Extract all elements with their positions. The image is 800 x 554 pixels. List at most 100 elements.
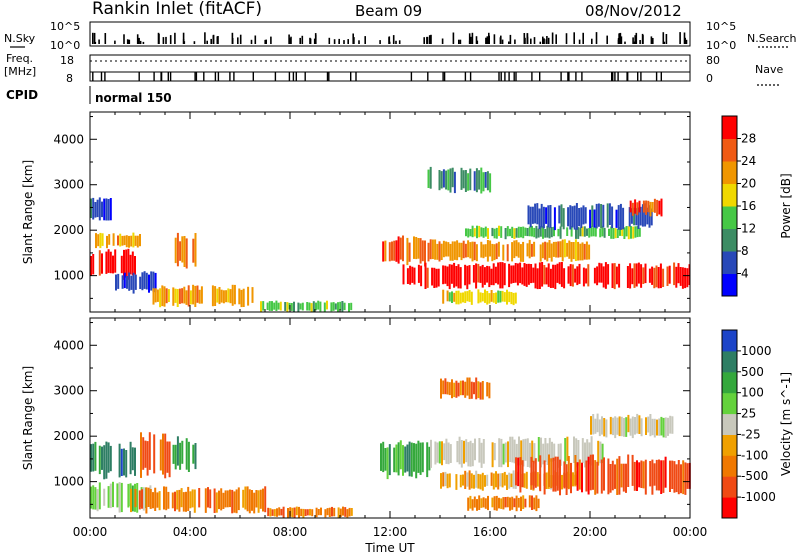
data-cell <box>192 284 195 305</box>
data-cell <box>481 381 484 400</box>
colorbar-tick-label: 12 <box>741 222 756 236</box>
data-cell <box>618 416 621 437</box>
data-cell <box>578 208 581 227</box>
data-cell <box>482 497 485 508</box>
data-cell <box>566 227 569 236</box>
nsky-bar <box>539 41 542 44</box>
data-cell <box>448 264 451 290</box>
nsky-bar <box>508 41 510 44</box>
data-cell <box>497 290 500 303</box>
data-cell <box>134 489 137 508</box>
data-cell <box>304 509 307 516</box>
data-cell <box>589 454 592 491</box>
data-cell <box>599 228 602 238</box>
data-cell <box>399 237 402 260</box>
data-cell <box>578 263 581 284</box>
data-cell <box>324 509 327 518</box>
nsky-bar <box>231 32 234 44</box>
data-cell <box>606 203 609 228</box>
data-cell <box>123 448 125 476</box>
data-cell <box>552 264 555 288</box>
data-cell <box>632 226 635 239</box>
data-cell <box>185 438 188 470</box>
data-cell <box>341 301 344 312</box>
data-cell <box>213 488 216 513</box>
data-cell <box>517 497 520 508</box>
data-cell <box>482 244 485 259</box>
nsky-bottom-tick: 10^0 <box>50 39 80 52</box>
data-cell <box>573 436 575 463</box>
data-cell <box>451 167 454 188</box>
data-cell <box>501 473 504 488</box>
data-cell <box>586 439 589 463</box>
data-cell <box>637 207 640 229</box>
data-cell <box>586 228 588 236</box>
data-cell <box>475 263 478 289</box>
data-cell <box>426 442 429 478</box>
data-cell <box>630 226 632 239</box>
freq-label: Freq. <box>6 52 33 65</box>
data-cell <box>514 263 517 283</box>
nsearch-label: N.Search <box>747 32 797 45</box>
nsky-bar <box>314 33 317 44</box>
data-cell <box>97 234 100 247</box>
data-cell <box>455 380 458 398</box>
data-cell <box>471 443 474 467</box>
data-cell <box>101 446 103 470</box>
data-cell <box>544 229 547 238</box>
data-cell <box>609 416 612 435</box>
nsky-bar <box>142 41 145 44</box>
data-cell <box>502 443 505 465</box>
data-cell <box>433 267 436 288</box>
data-cell <box>684 267 687 289</box>
y-tick-label: 2000 <box>53 223 84 237</box>
nsky-bar <box>578 39 581 44</box>
data-cell <box>476 499 478 511</box>
data-cell <box>545 472 548 489</box>
data-cell <box>537 437 540 462</box>
data-cell <box>531 495 533 510</box>
data-cell <box>677 263 680 284</box>
data-cell <box>515 495 518 512</box>
data-cell <box>108 234 111 245</box>
data-cell <box>238 288 241 305</box>
data-cell <box>557 443 560 468</box>
data-cell <box>444 471 447 487</box>
data-cell <box>504 442 507 463</box>
data-cell <box>382 441 385 473</box>
nsky-bar <box>174 32 176 44</box>
data-cell <box>533 443 536 464</box>
data-cell <box>134 256 136 275</box>
data-cell <box>636 202 639 216</box>
colorbar-segment <box>722 330 737 352</box>
data-cell <box>667 417 669 436</box>
data-cell <box>491 497 494 508</box>
data-cell <box>571 206 574 228</box>
data-cell <box>596 266 599 286</box>
colorbar-tick-label: -500 <box>741 469 768 483</box>
nsky-bar <box>338 41 340 44</box>
data-cell <box>153 434 156 474</box>
nsky-bar <box>665 34 668 44</box>
data-cell <box>176 436 179 466</box>
data-cell <box>127 483 130 508</box>
nsky-bar <box>98 39 100 44</box>
data-cell <box>619 203 622 230</box>
data-cell <box>442 472 445 487</box>
data-cell <box>539 226 542 237</box>
data-cell <box>384 240 387 262</box>
data-cell <box>533 497 536 510</box>
data-cell <box>114 249 117 273</box>
x-tick-label: 12:00 <box>373 525 408 539</box>
nsky-bar <box>301 35 304 44</box>
data-cell <box>631 268 634 285</box>
data-cell <box>141 489 143 509</box>
data-cell <box>651 202 654 213</box>
data-cell <box>436 442 439 463</box>
data-cell <box>156 492 159 508</box>
data-cell <box>204 488 207 513</box>
data-cell <box>466 291 469 302</box>
data-cell <box>417 440 420 473</box>
nsky-bar <box>468 33 471 44</box>
data-cell <box>154 487 157 511</box>
